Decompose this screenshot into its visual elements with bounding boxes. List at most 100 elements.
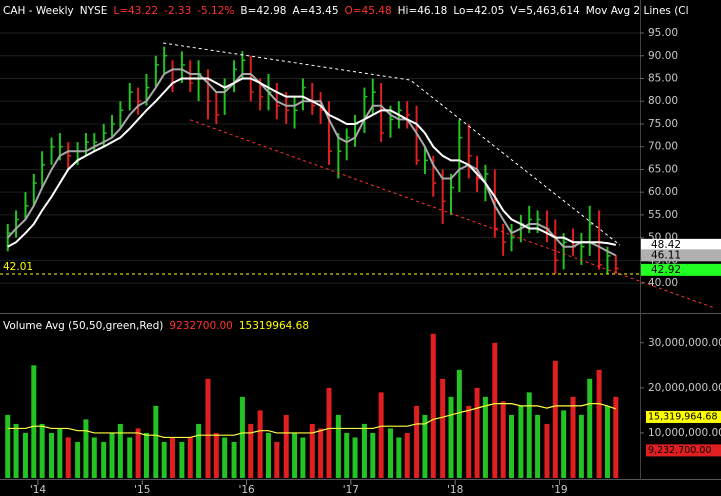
y-tick-label: 95.00 bbox=[648, 27, 678, 39]
x-tick-label: '19 bbox=[551, 484, 567, 496]
y-tick-label: 70.00 bbox=[648, 141, 678, 153]
volume-bar bbox=[65, 437, 71, 478]
x-tick-label: '15 bbox=[134, 484, 150, 496]
value-flag bbox=[641, 249, 721, 262]
y-tick-label: 20,000,000.00 bbox=[648, 382, 721, 394]
volume-bar bbox=[274, 441, 280, 478]
volume-bar bbox=[578, 414, 584, 478]
volume-bar bbox=[83, 419, 89, 478]
volume-bar bbox=[196, 423, 202, 478]
volume-bar bbox=[170, 437, 176, 478]
x-tick-label: '14 bbox=[30, 484, 47, 496]
value-flag-label: 46.11 bbox=[651, 249, 681, 261]
moving-average bbox=[7, 77, 617, 248]
volume-bar bbox=[231, 441, 237, 478]
volume-bar bbox=[179, 441, 185, 478]
volume-bar bbox=[248, 423, 254, 478]
volume-bar bbox=[552, 360, 558, 478]
volume-bar bbox=[75, 441, 81, 478]
header-item: 9232700.00 bbox=[169, 320, 232, 332]
volume-bar bbox=[474, 387, 480, 478]
header-item: Mov Avg 2 Lines (Cl bbox=[586, 5, 689, 17]
volume-bar bbox=[300, 437, 306, 478]
volume-bar bbox=[135, 428, 141, 478]
value-flag-label: 9,232,700.00 bbox=[648, 445, 711, 456]
x-tick-label: '17 bbox=[343, 484, 359, 496]
volume-bar bbox=[39, 423, 45, 478]
volume-bar bbox=[508, 414, 514, 478]
volume-bar bbox=[326, 387, 332, 478]
volume-bar bbox=[335, 414, 341, 478]
value-flag bbox=[641, 263, 721, 276]
volume-bar bbox=[153, 405, 159, 478]
volume-bar bbox=[361, 423, 367, 478]
header-item: Hi=46.18 bbox=[398, 5, 448, 17]
volume-bar bbox=[613, 396, 619, 478]
volume-bar bbox=[370, 432, 376, 478]
volume-bar bbox=[222, 437, 228, 478]
y-tick-label: 10,000,000.00 bbox=[648, 427, 721, 439]
header-item: B=42.98 bbox=[240, 5, 286, 17]
value-flag-label: 48.42 bbox=[651, 239, 681, 251]
volume-bar bbox=[283, 414, 289, 478]
volume-bar bbox=[430, 333, 436, 478]
y-tick-label: 85.00 bbox=[648, 72, 678, 84]
volume-bar bbox=[596, 369, 602, 478]
volume-bar bbox=[257, 410, 263, 478]
volume-bar bbox=[526, 392, 532, 478]
volume-bar bbox=[518, 405, 524, 478]
panel-header: CAH - Weekly NYSE L=43.22 -2.33 -5.12% B=42.9… bbox=[3, 5, 689, 17]
volume-average bbox=[7, 403, 617, 439]
volume-bar bbox=[561, 410, 567, 478]
header-item: NYSE bbox=[80, 5, 108, 17]
volume-bar bbox=[109, 432, 115, 478]
trend-line bbox=[190, 119, 716, 309]
volume-bar bbox=[396, 437, 402, 478]
header-item: L=43.22 bbox=[113, 5, 158, 17]
volume-bar bbox=[388, 428, 394, 478]
value-flag bbox=[646, 444, 721, 457]
volume-bar bbox=[604, 405, 610, 478]
y-tick-label: 30,000,000.00 bbox=[648, 337, 721, 349]
value-flag bbox=[641, 238, 721, 251]
y-tick-label: 60.00 bbox=[648, 186, 678, 198]
volume-bar bbox=[49, 432, 55, 478]
header-item: O=45.48 bbox=[345, 5, 392, 17]
volume-bar bbox=[422, 414, 428, 478]
volume-bar bbox=[482, 396, 488, 478]
value-flag bbox=[646, 410, 721, 423]
volume-bar bbox=[143, 432, 149, 478]
volume-bar bbox=[187, 437, 193, 478]
volume-bar bbox=[456, 369, 462, 478]
volume-bar bbox=[117, 423, 123, 478]
panel-header: Volume Avg (50,50,green,Red) 9232700.00 15… bbox=[3, 320, 309, 332]
x-tick-label: '18 bbox=[447, 484, 463, 496]
volume-bar bbox=[344, 432, 350, 478]
volume-bar bbox=[440, 378, 446, 478]
volume-bar bbox=[466, 405, 472, 478]
header-item: CAH - Weekly bbox=[3, 5, 74, 17]
y-tick-label: 90.00 bbox=[648, 50, 678, 62]
y-tick-label: 80.00 bbox=[648, 95, 678, 107]
volume-bar bbox=[318, 428, 324, 478]
value-flag-label: 42.92 bbox=[651, 264, 681, 276]
volume-bar bbox=[570, 396, 576, 478]
header-item: -2.33 bbox=[164, 5, 191, 17]
volume-bar bbox=[492, 342, 498, 478]
volume-bar bbox=[127, 437, 133, 478]
volume-bar bbox=[265, 432, 271, 478]
volume-bar bbox=[57, 428, 63, 478]
volume-bar bbox=[5, 414, 11, 478]
volume-bar bbox=[239, 396, 245, 478]
header-item: Lo=42.05 bbox=[453, 5, 504, 17]
volume-bar bbox=[378, 392, 384, 478]
volume-bar bbox=[213, 432, 219, 478]
y-tick-label: 75.00 bbox=[648, 118, 678, 130]
volume-bar bbox=[205, 378, 211, 478]
header-item: A=43.45 bbox=[292, 5, 338, 17]
volume-bar bbox=[500, 401, 506, 478]
y-tick-label: 65.00 bbox=[648, 163, 678, 175]
trend-line bbox=[163, 42, 621, 246]
volume-bar bbox=[535, 414, 541, 478]
